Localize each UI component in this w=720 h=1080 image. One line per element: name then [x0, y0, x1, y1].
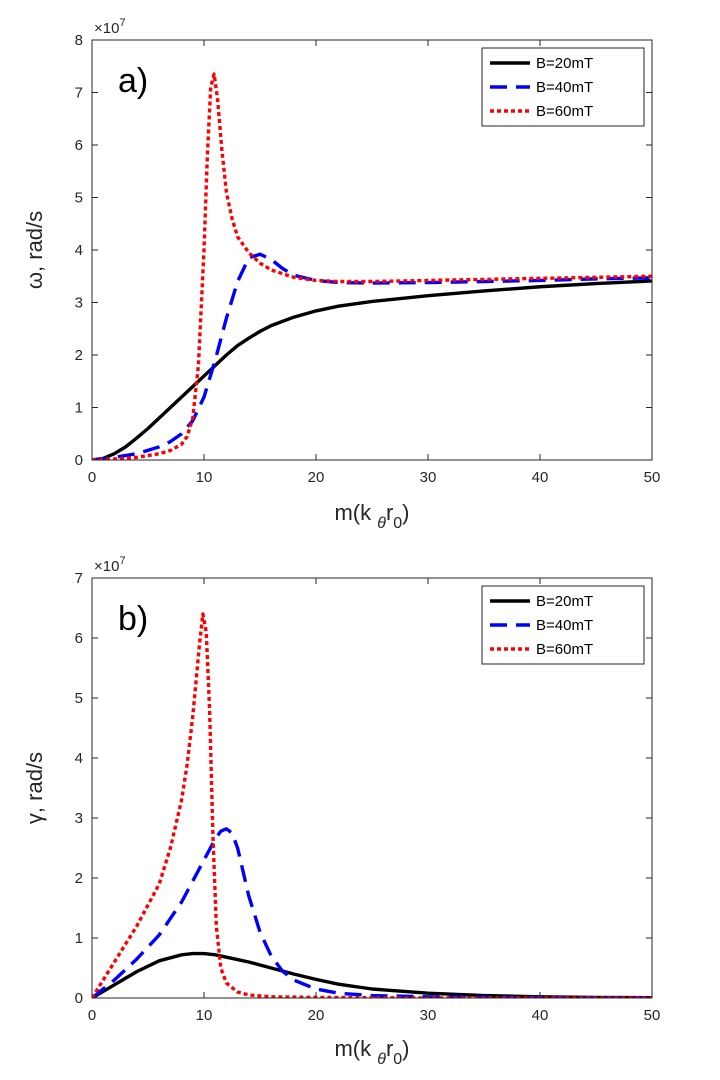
y-axis-label: ω, rad/s — [22, 211, 47, 289]
x-axis-label-base: m(k — [334, 1036, 377, 1061]
x-axis-label-r: r — [386, 500, 393, 525]
x-tick-label: 0 — [88, 469, 96, 486]
legend-entry-label: B=60mT — [536, 641, 593, 658]
y-tick-label: 2 — [75, 870, 83, 887]
y-tick-label: 1 — [75, 930, 83, 947]
y-tick-label: 1 — [75, 400, 83, 417]
x-axis-label-sub-zero: 0 — [393, 515, 402, 532]
x-axis-label-end: ) — [402, 1036, 409, 1061]
y-tick-label: 5 — [75, 690, 83, 707]
x-axis-label-end: ) — [402, 500, 409, 525]
x-tick-label: 30 — [420, 1007, 437, 1024]
series-line-b-20mt — [92, 279, 652, 460]
y-tick-label: 8 — [75, 32, 83, 49]
x-tick-label: 20 — [308, 1007, 325, 1024]
legend-entry-label: B=60mT — [536, 103, 593, 120]
y-tick-label: 6 — [75, 630, 83, 647]
x-axis-label-r: r — [386, 1036, 393, 1061]
x-axis-label-sub-theta: θ — [377, 1051, 386, 1068]
y-tick-label: 3 — [75, 295, 83, 312]
y-exponent-power: 7 — [119, 17, 125, 29]
y-exponent-base: ×10 — [94, 558, 119, 575]
legend: B=20mT B=40mT B=60mT — [481, 585, 645, 665]
x-tick-label: 0 — [88, 1007, 96, 1024]
y-tick-label: 7 — [75, 570, 83, 587]
series-line-b-60mt — [92, 612, 652, 998]
y-tick-label: 4 — [75, 750, 83, 767]
legend-entry-label: B=20mT — [536, 593, 593, 610]
legend-entry-label: B=20mT — [536, 55, 593, 72]
y-tick-label: 7 — [75, 85, 83, 102]
x-axis-label-sub-zero: 0 — [393, 1051, 402, 1068]
legend-box — [481, 585, 645, 665]
y-tick-label: 0 — [75, 990, 83, 1007]
panel-label: b) — [118, 600, 148, 638]
y-exponent-label: ×107 — [94, 555, 126, 575]
plot-area-frame — [91, 577, 653, 999]
legend: B=20mT B=40mT B=60mT — [481, 47, 645, 127]
legend-entry-label: B=40mT — [536, 617, 593, 634]
y-tick-label: 2 — [75, 347, 83, 364]
legend-box — [481, 47, 645, 127]
y-axis-label: γ, rad/s — [22, 752, 47, 824]
x-tick-label: 30 — [420, 469, 437, 486]
x-axis-label: m(k θr0) — [334, 1036, 409, 1068]
x-tick-label: 50 — [644, 1007, 661, 1024]
panel-label: a) — [118, 62, 148, 100]
y-exponent-base: ×10 — [94, 20, 119, 37]
x-tick-label: 20 — [308, 469, 325, 486]
series-line-b-20mt — [92, 951, 652, 998]
y-tick-label: 4 — [75, 242, 83, 259]
x-tick-label: 10 — [196, 469, 213, 486]
y-tick-label: 3 — [75, 810, 83, 827]
series-line-b-40mt — [92, 252, 652, 460]
y-tick-label: 6 — [75, 137, 83, 154]
series-line-b-60mt — [92, 72, 652, 460]
x-axis-label: m(k θr0) — [334, 500, 409, 532]
x-tick-label: 40 — [532, 1007, 549, 1024]
legend-entry-label: B=40mT — [536, 79, 593, 96]
y-exponent-label: ×107 — [94, 17, 126, 37]
y-tick-label: 0 — [75, 452, 83, 469]
x-tick-label: 10 — [196, 1007, 213, 1024]
x-axis-label-base: m(k — [334, 500, 377, 525]
x-tick-label: 40 — [532, 469, 549, 486]
y-exponent-power: 7 — [119, 555, 125, 567]
y-tick-label: 5 — [75, 190, 83, 207]
x-tick-label: 50 — [644, 469, 661, 486]
x-axis-label-sub-theta: θ — [377, 515, 386, 532]
